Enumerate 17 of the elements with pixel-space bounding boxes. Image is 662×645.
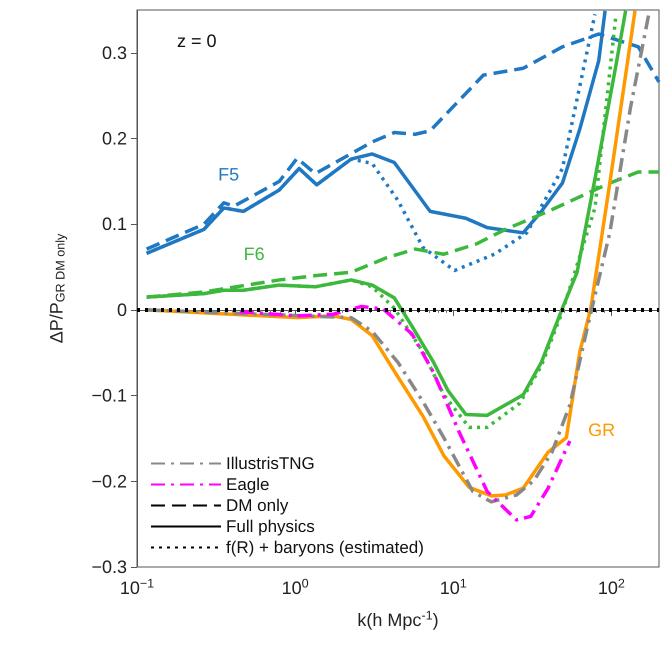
y-tick-label: −0.3 — [91, 557, 127, 577]
y-tick-label: −0.2 — [91, 471, 127, 492]
y-axis-title: ΔP/PGR DM only — [46, 232, 68, 344]
annotation: F6 — [244, 244, 265, 264]
y-tick-label: 0 — [116, 300, 127, 320]
annotation: F5 — [218, 164, 240, 185]
legend-label: IllustrisTNG — [226, 454, 315, 473]
annotation: GR — [588, 420, 616, 440]
y-tick-label: 0.2 — [102, 128, 127, 149]
legend-label: Full physics — [226, 517, 315, 536]
y-tick-label: 0.1 — [102, 214, 127, 234]
legend-label: Eagle — [226, 475, 270, 494]
y-tick-label: 0.3 — [102, 42, 127, 63]
legend-label: f(R) + baryons (estimated) — [226, 538, 424, 557]
legend-label: DM only — [226, 496, 289, 515]
annotation: z = 0 — [177, 31, 217, 51]
y-tick-label: −0.1 — [91, 386, 127, 406]
